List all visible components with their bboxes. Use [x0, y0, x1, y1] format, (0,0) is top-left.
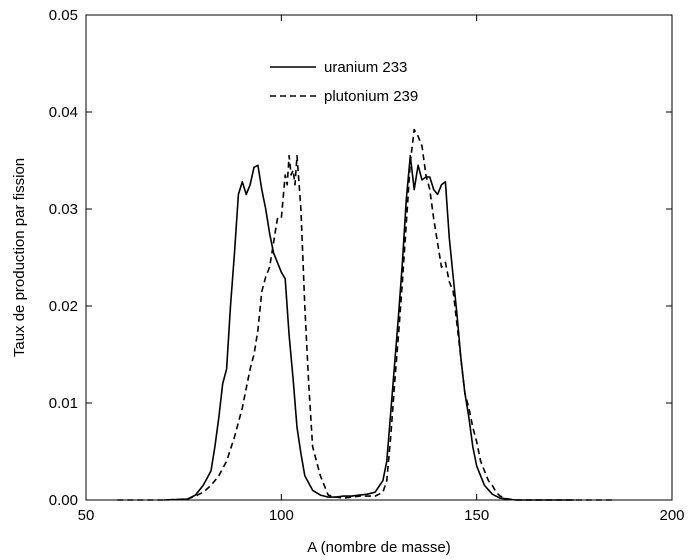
x-tick-label: 50 — [78, 507, 95, 524]
x-tick-label: 100 — [269, 507, 294, 524]
y-axis-label: Taux de production par fission — [11, 158, 28, 357]
series-line-plutonium-239 — [117, 130, 613, 501]
x-axis-label: A (nombre de masse) — [307, 539, 450, 556]
y-tick-label: 0.03 — [49, 201, 78, 218]
x-tick-label: 200 — [659, 507, 684, 524]
y-tick-label: 0.00 — [49, 492, 78, 509]
y-tick-label: 0.05 — [49, 7, 78, 24]
y-tick-label: 0.02 — [49, 298, 78, 315]
series-layer — [117, 130, 613, 501]
ticks-layer: 50 100 150 200 0.00 0.01 0.02 0.03 0.04 0.05 — [49, 7, 685, 524]
legend-label-uranium: uranium 233 — [324, 59, 407, 76]
legend: uranium 233 plutonium 239 — [270, 59, 418, 105]
series-line-uranium-233 — [164, 156, 574, 500]
legend-label-plutonium: plutonium 239 — [324, 88, 418, 105]
y-tick-label: 0.01 — [49, 395, 78, 412]
y-tick-label: 0.04 — [49, 104, 78, 121]
x-tick-label: 150 — [464, 507, 489, 524]
